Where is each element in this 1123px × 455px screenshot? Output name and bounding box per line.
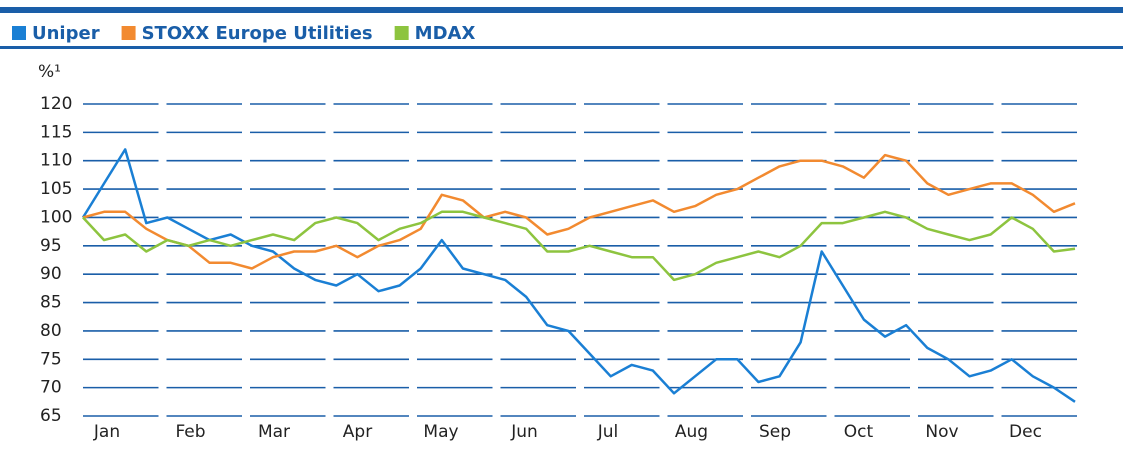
y-tick-label: 90 [40, 264, 62, 284]
series-line [82, 210, 1076, 282]
x-tick-label: Apr [343, 422, 372, 442]
y-tick-label: 85 [40, 293, 62, 313]
x-tick-label: May [423, 422, 458, 442]
y-axis-label: %¹ [38, 62, 61, 82]
y-tick-label: 105 [40, 179, 72, 199]
legend: Uniper STOXX Europe Utilities MDAX [12, 23, 475, 44]
x-tick-label: Nov [925, 422, 958, 442]
x-tick-label: Sep [759, 422, 791, 442]
y-tick-label: 75 [40, 349, 62, 369]
x-tick-label: Oct [844, 422, 874, 442]
legend-swatch [121, 26, 136, 40]
series-line [81, 148, 1076, 403]
legend-label: MDAX [415, 23, 476, 44]
x-tick-label: Jun [510, 422, 538, 442]
x-tick-label: Feb [175, 422, 205, 442]
y-tick-label: 70 [40, 378, 62, 398]
y-tick-label: 95 [40, 236, 62, 256]
y-tick-label: 65 [40, 406, 62, 426]
legend-rule [0, 46, 1123, 49]
x-tick-label: Jul [597, 422, 619, 442]
x-tick-label: Dec [1009, 422, 1042, 442]
y-tick-label: 115 [40, 122, 72, 142]
legend-swatch [394, 26, 409, 40]
legend-swatch [12, 26, 26, 40]
legend-label: Uniper [32, 23, 100, 44]
y-tick-label: 110 [40, 151, 72, 171]
y-tick-label: 100 [40, 207, 72, 227]
y-tick-label: 120 [40, 94, 72, 114]
legend-label: STOXX Europe Utilities [142, 23, 373, 44]
x-tick-label: Aug [675, 422, 708, 442]
x-tick-label: Mar [258, 422, 290, 442]
series-line [82, 153, 1076, 270]
x-tick-label: Jan [93, 422, 120, 442]
top-rule [0, 7, 1123, 13]
y-tick-label: 80 [40, 321, 62, 341]
